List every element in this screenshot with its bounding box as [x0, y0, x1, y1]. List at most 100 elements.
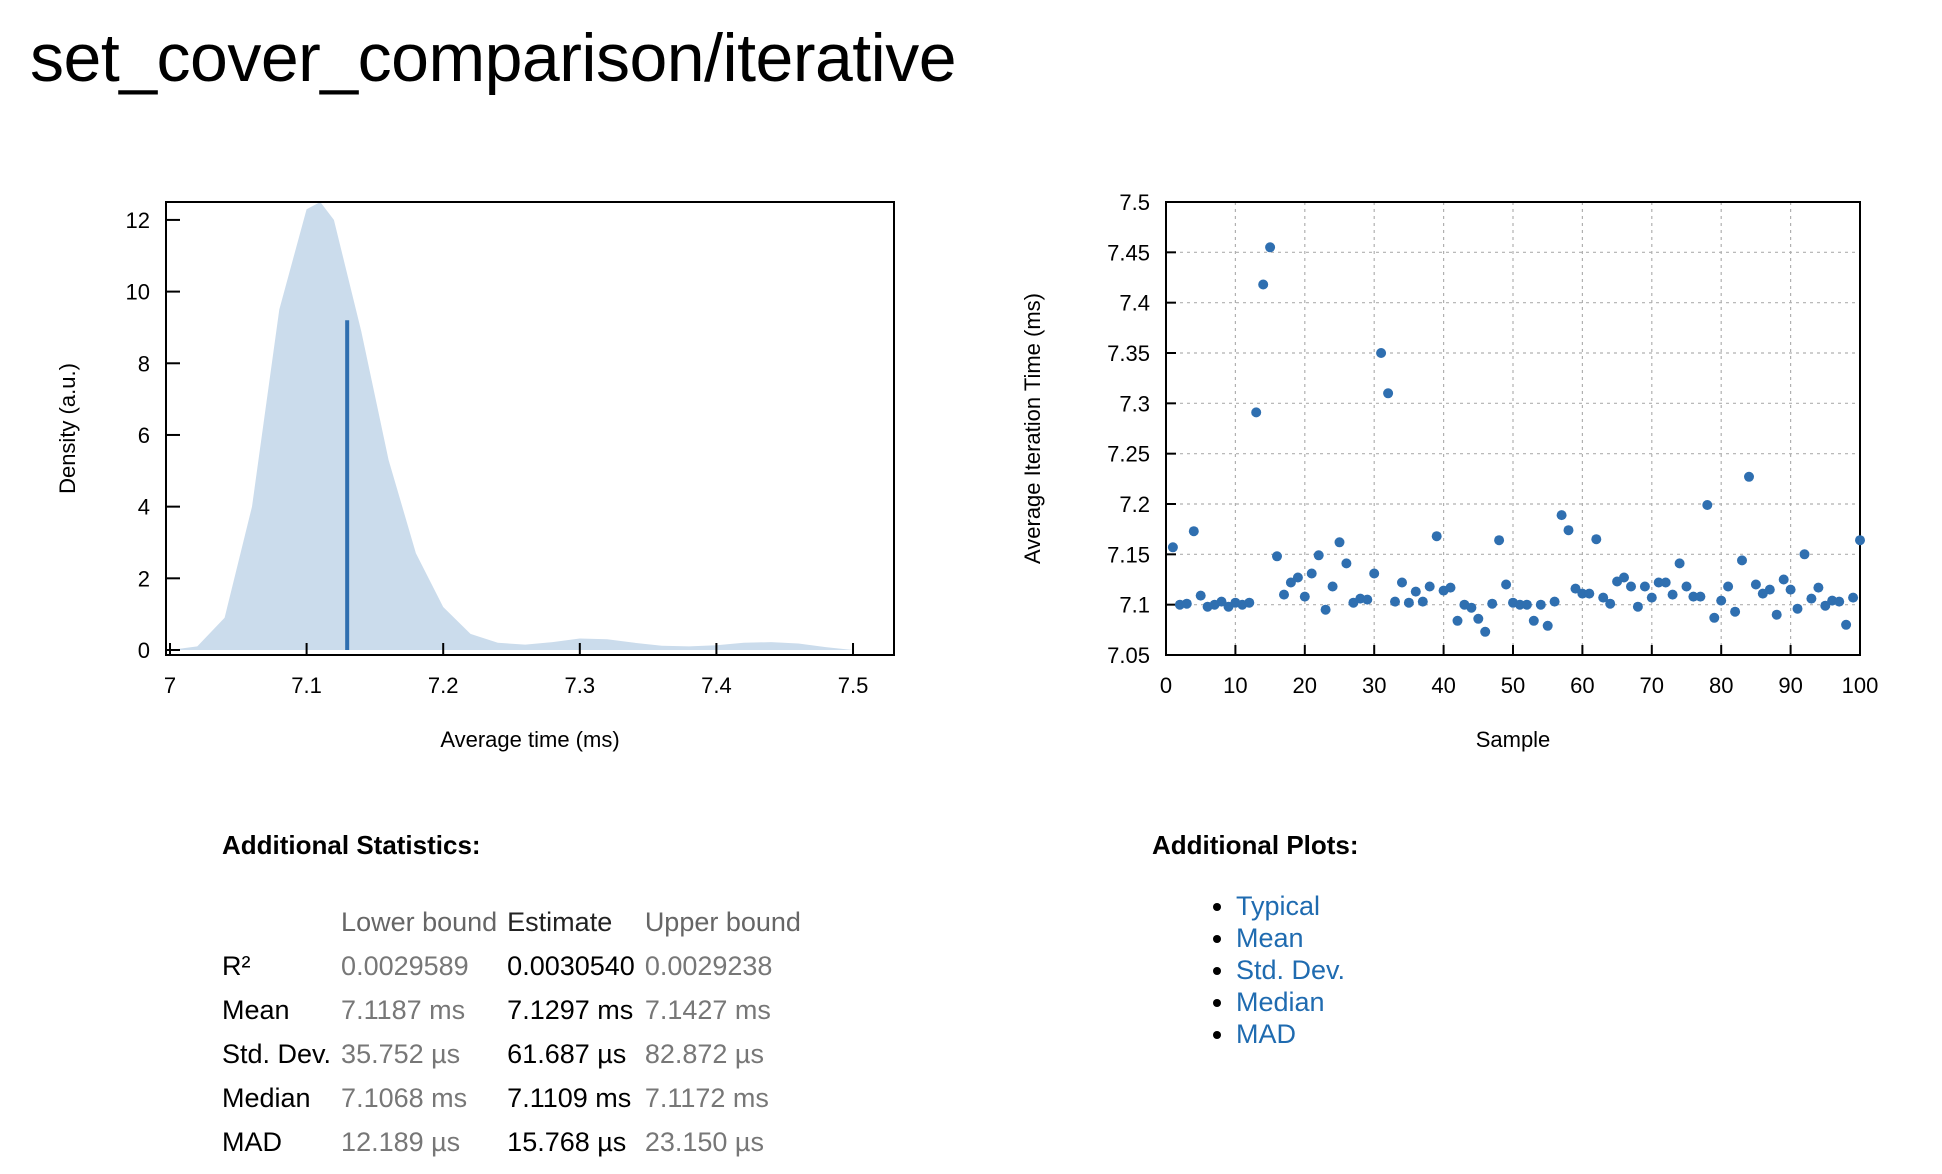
data-point	[1639, 581, 1650, 592]
statistics-row: R² 0.0029589 0.0030540 0.0029238	[222, 944, 811, 988]
data-point	[1251, 407, 1262, 418]
y-tick-label: 8	[138, 351, 150, 376]
data-point	[1598, 592, 1609, 603]
x-tick-label: 7	[164, 673, 176, 698]
data-point	[1535, 599, 1546, 610]
data-point	[1397, 577, 1407, 588]
data-point	[1417, 596, 1428, 607]
y-tick-label: 6	[138, 423, 150, 448]
data-point	[1730, 606, 1741, 617]
data-point	[1744, 471, 1754, 482]
data-point	[1334, 537, 1345, 548]
data-point	[1383, 388, 1394, 399]
data-point	[1431, 531, 1442, 542]
estimate-header: Estimate	[507, 906, 613, 937]
y-tick-label: 10	[126, 280, 150, 305]
density-area	[170, 202, 854, 650]
estimate-value: 61.687 µs	[507, 1038, 627, 1069]
data-point	[1619, 572, 1629, 583]
plot-list-item: Std. Dev.	[1236, 954, 1345, 986]
data-point	[1841, 619, 1852, 630]
y-tick-label: 7.15	[1107, 542, 1150, 567]
data-point	[1181, 598, 1192, 609]
x-tick-label: 0	[1160, 673, 1172, 698]
y-tick-label: 4	[138, 495, 150, 520]
x-axis-label: Average time (ms)	[440, 727, 619, 752]
data-point	[1660, 577, 1671, 588]
upper-bound-value: 7.1427 ms	[644, 994, 771, 1025]
density-chart: 7 7.1 7.2 7.3 7.4 7.5 0 2 4 6 8 10 12 Average time (m…	[55, 201, 895, 752]
y-axis-label: Average Iteration Time (ms)	[1020, 293, 1045, 564]
x-tick-label: 100	[1842, 673, 1879, 698]
plot-link-mean[interactable]: Mean	[1236, 923, 1304, 953]
lower-bound-value: 35.752 µs	[341, 1038, 461, 1069]
data-point	[1570, 583, 1581, 594]
data-point	[1216, 596, 1227, 607]
data-point	[1716, 595, 1727, 606]
x-tick-label: 80	[1709, 673, 1733, 698]
lower-bound-value: 0.0029589	[341, 950, 469, 981]
plot-link-median[interactable]: Median	[1236, 987, 1325, 1017]
data-point	[1709, 612, 1720, 623]
empty-header-cell	[222, 900, 341, 944]
x-tick-label: 70	[1640, 673, 1664, 698]
stat-label: MAD	[222, 1126, 282, 1157]
y-tick-label: 12	[126, 208, 150, 233]
statistics-row: Std. Dev. 35.752 µs 61.687 µs 82.872 µs	[222, 1032, 811, 1076]
upper-bound-value: 82.872 µs	[644, 1038, 764, 1069]
data-point	[1272, 551, 1282, 562]
data-point	[1626, 581, 1636, 592]
y-tick-label: 0	[138, 638, 150, 663]
x-tick-label: 7.1	[291, 673, 322, 698]
data-point	[1299, 591, 1310, 602]
x-tick-label: 10	[1223, 673, 1247, 698]
plot-list-item: Mean	[1236, 922, 1345, 954]
statistics-row: Mean 7.1187 ms 7.1297 ms 7.1427 ms	[222, 988, 811, 1032]
data-point	[1848, 592, 1859, 603]
y-tick-label: 7.05	[1107, 643, 1150, 668]
data-point	[1521, 599, 1532, 610]
estimate-value: 15.768 µs	[507, 1126, 627, 1157]
data-point	[1528, 615, 1539, 626]
data-point	[1577, 588, 1588, 599]
data-point	[1341, 558, 1352, 569]
y-tick-label: 7.5	[1119, 190, 1150, 215]
data-point	[1480, 626, 1491, 637]
y-tick-label: 7.4	[1119, 291, 1150, 316]
y-tick-label: 7.45	[1107, 240, 1150, 265]
x-axis-label: Sample	[1476, 727, 1551, 752]
data-point	[1167, 542, 1178, 553]
data-point	[1563, 525, 1574, 536]
data-point	[1376, 348, 1387, 358]
data-point	[1313, 550, 1324, 561]
statistics-header-row: Lower bound Estimate Upper bound	[222, 900, 811, 944]
data-point	[1244, 597, 1255, 608]
estimate-value: 0.0030540	[507, 950, 635, 981]
data-point	[1806, 593, 1817, 604]
estimate-value: 7.1297 ms	[507, 994, 634, 1025]
data-point	[1695, 591, 1706, 602]
data-point	[1279, 589, 1289, 600]
additional-plots-heading: Additional Plots:	[1152, 830, 1359, 860]
data-point	[1778, 574, 1789, 585]
upper-bound-value: 0.0029238	[644, 950, 773, 981]
stat-label: Std. Dev.	[222, 1038, 332, 1069]
statistics-table: Lower bound Estimate Upper bound R² 0.002…	[222, 900, 811, 1164]
data-point	[1702, 500, 1713, 510]
data-point	[1542, 620, 1553, 631]
plot-link-mad[interactable]: MAD	[1236, 1019, 1296, 1049]
page-title: set_cover_comparison/iterative	[30, 20, 957, 96]
data-point	[1750, 579, 1761, 590]
lower-bound-value: 7.1187 ms	[341, 994, 466, 1025]
data-point	[1855, 535, 1865, 546]
data-point	[1445, 582, 1456, 593]
stat-label: Median	[222, 1082, 311, 1113]
plot-link-typical[interactable]: Typical	[1236, 891, 1321, 921]
y-tick-label: 7.2	[1119, 492, 1150, 517]
data-point	[1653, 577, 1664, 588]
x-tick-label: 20	[1293, 673, 1317, 698]
data-point	[1265, 242, 1276, 253]
plot-link-std-dev[interactable]: Std. Dev.	[1236, 955, 1346, 985]
data-point	[1764, 584, 1775, 595]
plot-list-item: MAD	[1236, 1018, 1345, 1050]
